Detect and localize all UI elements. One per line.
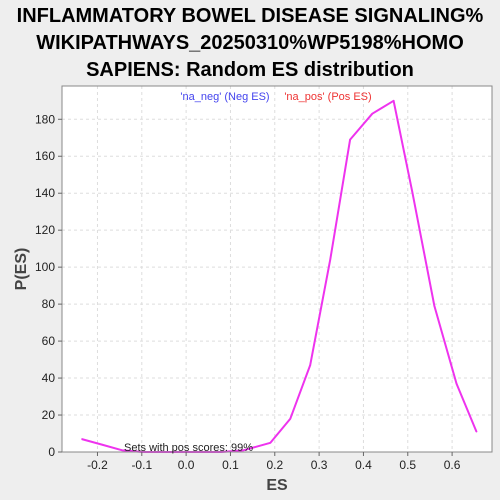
data-point <box>455 382 458 385</box>
x-tick-label: 0.4 <box>355 458 372 472</box>
chart-title: INFLAMMATORY BOWEL DISEASE SIGNALING% WIK… <box>17 5 484 81</box>
data-point <box>309 364 312 366</box>
axes: -0.2 -0.1 0.0 0.1 0.2 0.3 0.4 0.5 0.6 0 20 40 60 80 10… <box>35 112 461 472</box>
y-tick-label: 140 <box>35 186 55 200</box>
data-point <box>81 438 83 440</box>
plot-area <box>62 86 492 452</box>
x-axis-label: ES <box>266 477 288 494</box>
data-point <box>392 99 395 102</box>
x-tick-label: 0.1 <box>222 458 239 472</box>
y-tick-label: 80 <box>42 297 56 311</box>
data-point <box>475 430 478 433</box>
x-tick-label: 0.3 <box>311 458 328 472</box>
data-point <box>349 138 351 141</box>
legend-entry: 'na_pos' (Pos ES) <box>284 91 371 103</box>
plot-border <box>61 85 493 453</box>
y-tick-label: 100 <box>35 260 55 274</box>
y-axis-label: P(ES) <box>13 248 30 291</box>
title-line: SAPIENS: Random ES distribution <box>86 59 414 81</box>
y-tick-label: 120 <box>35 223 55 237</box>
y-tick-label: 60 <box>42 334 56 348</box>
y-tick-label: 0 <box>48 445 55 459</box>
legend: 'na_neg' (Neg ES) 'na_pos' (Pos ES) <box>180 91 371 103</box>
y-tick-label: 40 <box>42 371 56 385</box>
x-tick-label: 0.2 <box>266 458 283 472</box>
x-tick-label: -0.2 <box>87 458 108 472</box>
data-point <box>411 190 414 193</box>
data-point <box>433 305 436 307</box>
data-point <box>242 449 245 451</box>
x-tick-label: 0.6 <box>444 458 461 472</box>
y-tick-label: 160 <box>35 149 55 163</box>
y-tick-label: 20 <box>42 408 56 422</box>
x-tick-label: 0.0 <box>178 458 195 472</box>
title-line: INFLAMMATORY BOWEL DISEASE SIGNALING% <box>17 5 484 27</box>
legend-entry: 'na_neg' (Neg ES) <box>180 91 269 103</box>
data-point <box>101 443 103 446</box>
data-point <box>371 112 374 115</box>
data-point <box>121 449 123 451</box>
title-line: WIKIPATHWAYS_20250310%WP5198%HOMO <box>36 32 464 54</box>
y-tick-label: 180 <box>35 112 55 126</box>
data-point <box>289 417 292 420</box>
data-point <box>329 258 331 261</box>
x-tick-label: 0.5 <box>399 458 416 472</box>
data-point <box>269 441 272 444</box>
x-tick-label: -0.1 <box>131 458 152 472</box>
grid <box>62 86 492 453</box>
annotation-text: Sets with pos scores: 99% <box>124 442 253 454</box>
